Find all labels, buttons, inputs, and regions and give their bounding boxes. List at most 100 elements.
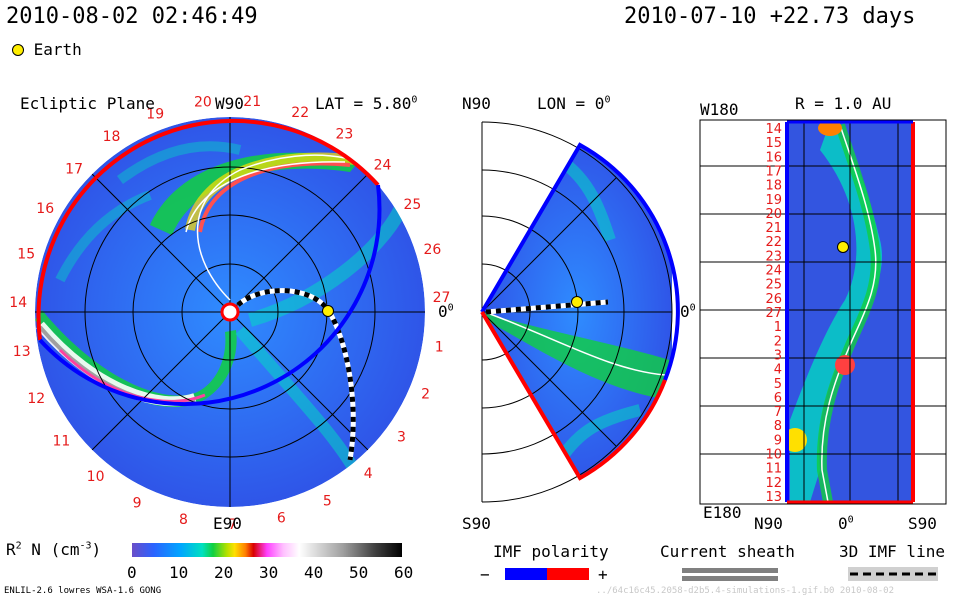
reference-time-label: 2010-07-10 +22.73 days xyxy=(624,4,916,29)
carrington-label: 7 xyxy=(228,517,237,533)
meridional-boundary-negative xyxy=(480,142,680,381)
imf-positive-swatch xyxy=(547,568,589,580)
ecliptic-zero-label: 00 xyxy=(438,302,454,321)
mer-zero-text: 0 xyxy=(680,302,690,321)
synoptic-grid xyxy=(700,122,946,502)
synoptic-longitude-label: 10 xyxy=(765,448,782,463)
density-colorbar xyxy=(132,543,402,557)
ecliptic-boundary-positive xyxy=(36,118,380,341)
carrington-label: 23 xyxy=(335,127,353,143)
colorbar-tick-label: 50 xyxy=(349,563,369,582)
synoptic-longitude-label: 2 xyxy=(774,334,782,349)
ecliptic-boundary-negative xyxy=(38,184,382,407)
colorbar-tick-label: 20 xyxy=(214,563,234,582)
cb-sup: 2 xyxy=(15,540,22,552)
synoptic-longitude-label: 8 xyxy=(774,419,782,434)
carrington-label: 15 xyxy=(17,247,35,263)
synoptic-longitude-label: 24 xyxy=(765,264,782,279)
synoptic-bottom-left-label: E180 xyxy=(703,503,742,522)
colorbar-tick-label: 30 xyxy=(259,563,279,582)
meridional-top-label: N90 xyxy=(462,94,491,113)
lon-degree: 0 xyxy=(604,94,611,106)
syn-mid-text: 0 xyxy=(838,514,848,533)
current-sheath-swatch-top xyxy=(682,568,778,573)
carrington-label: 10 xyxy=(87,469,105,485)
synoptic-longitude-label: 22 xyxy=(765,235,782,250)
lon-text: LON = 0 xyxy=(537,94,605,113)
colorbar-tick-label: 40 xyxy=(304,563,324,582)
carrington-label: 11 xyxy=(52,434,70,450)
carrington-label: 12 xyxy=(27,391,45,407)
synoptic-r-label: R = 1.0 AU xyxy=(795,94,892,113)
synoptic-longitude-label: 9 xyxy=(774,433,782,448)
synoptic-top-left-label: W180 xyxy=(700,100,739,119)
ecliptic-lat-label: LAT = 5.800 xyxy=(315,94,417,113)
model-footer: ENLIL-2.6 lowres WSA-1.6 GONG xyxy=(4,586,162,596)
carrington-label: 6 xyxy=(277,511,286,527)
carrington-label: 1 xyxy=(435,339,444,355)
mer-zero-degree: 0 xyxy=(689,302,696,314)
carrington-label: 21 xyxy=(243,94,261,110)
imf-negative-swatch xyxy=(505,568,547,580)
synoptic-x-mid-label: 00 xyxy=(838,514,854,533)
ecliptic-bottom-label: E90 xyxy=(213,514,242,533)
earth-legend: Earth xyxy=(12,39,82,59)
synoptic-longitude-label: 23 xyxy=(765,249,782,264)
synoptic-longitude-labels: 1415161718192021222324252627123456789101… xyxy=(765,122,782,505)
lat-degree: 0 xyxy=(411,94,418,106)
earth-marker-synoptic-icon xyxy=(837,241,849,253)
carrington-label: 4 xyxy=(364,466,373,482)
meridional-plane-panel xyxy=(480,121,680,503)
colorbar-tick-label: 10 xyxy=(169,563,189,582)
earth-marker-meridional-icon xyxy=(571,296,583,308)
synoptic-longitude-label: 13 xyxy=(765,490,782,505)
carrington-label: 2 xyxy=(421,387,430,403)
synoptic-x-left-label: N90 xyxy=(754,514,783,533)
synoptic-longitude-label: 27 xyxy=(765,306,782,321)
synoptic-longitude-label: 7 xyxy=(774,405,782,420)
carrington-label: 3 xyxy=(397,430,406,446)
cb-end: ) xyxy=(91,540,102,559)
sun-icon xyxy=(220,302,240,322)
current-sheath-title: Current sheath xyxy=(660,542,795,561)
ecliptic-title: Ecliptic Plane xyxy=(20,94,155,113)
meridional-lon-label: LON = 00 xyxy=(537,94,610,113)
earth-legend-label: Earth xyxy=(33,40,82,59)
earth-legend-icon xyxy=(12,43,24,56)
lat-text: LAT = 5.80 xyxy=(315,94,412,113)
carrington-label: 19 xyxy=(146,107,164,123)
synoptic-longitude-label: 20 xyxy=(765,207,782,222)
carrington-label: 26 xyxy=(423,242,441,258)
meridional-bottom-label: S90 xyxy=(462,514,491,533)
watermark-footer: ../64c16c45.2058-d2b5.4-simulations-1.gi… xyxy=(596,586,895,596)
current-sheath-swatch-bottom xyxy=(682,576,778,581)
meridional-zero-label: 00 xyxy=(680,302,696,321)
carrington-label: 22 xyxy=(291,105,309,121)
cb-r: R xyxy=(6,540,16,559)
meridional-boundary-positive xyxy=(480,310,667,481)
colorbar-label: R2 N (cm-3) xyxy=(6,540,101,559)
synoptic-longitude-label: 26 xyxy=(765,292,782,307)
carrington-label: 17 xyxy=(65,161,83,177)
synoptic-longitude-label: 6 xyxy=(774,391,782,406)
carrington-label: 18 xyxy=(103,129,121,145)
datetime-label: 2010-08-02 02:46:49 xyxy=(6,4,258,29)
colorbar-tick-label: 60 xyxy=(394,563,414,582)
imf-plus-label: + xyxy=(598,565,608,584)
synoptic-longitude-label: 11 xyxy=(765,462,782,477)
carrington-label: 14 xyxy=(9,295,27,311)
syn-mid-degree: 0 xyxy=(847,514,854,526)
carrington-label: 27 xyxy=(433,290,451,306)
ecl-zero-degree: 0 xyxy=(447,302,454,314)
carrington-label: 20 xyxy=(194,95,212,111)
meridional-grid xyxy=(481,121,673,503)
synoptic-longitude-label: 1 xyxy=(774,320,782,335)
cb-rest: N (cm xyxy=(21,540,80,559)
imf-minus-label: − xyxy=(480,565,490,584)
carrington-label: 13 xyxy=(13,344,31,360)
synoptic-x-right-label: S90 xyxy=(908,514,937,533)
synoptic-longitude-label: 19 xyxy=(765,193,782,208)
carrington-label: 25 xyxy=(403,197,421,213)
